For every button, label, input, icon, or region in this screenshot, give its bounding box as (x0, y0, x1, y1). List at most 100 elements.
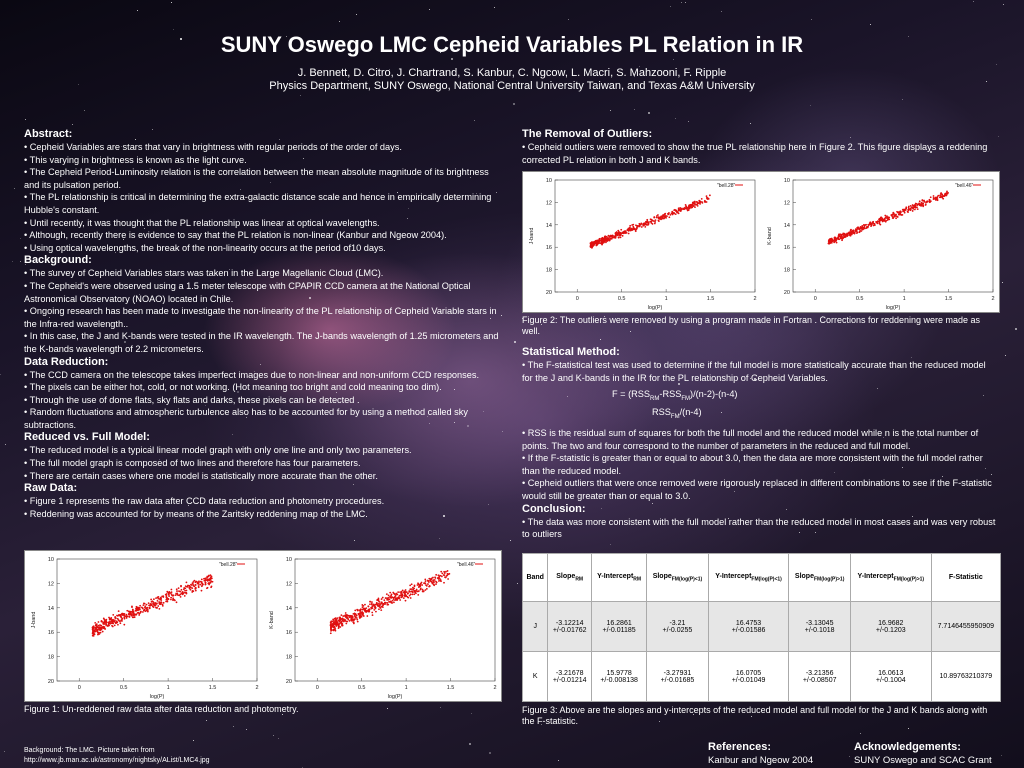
y-tick-label: 20 (286, 679, 292, 685)
data-point (654, 219, 657, 222)
data-point (605, 241, 607, 244)
data-point (194, 589, 197, 592)
data-point (401, 594, 404, 597)
data-point (198, 580, 200, 583)
data-point (706, 197, 709, 199)
data-point (330, 623, 333, 626)
figure1-caption: Figure 1: Un-reddened raw data after dat… (24, 704, 299, 714)
data-point (133, 616, 136, 618)
data-point (924, 203, 927, 206)
figure2-panel: 0 0.5 1 1.5 2 10 12 14 16 18 20 log(P) J-band "bell.2… (522, 171, 1000, 313)
data-point (424, 582, 427, 585)
data-point (129, 610, 132, 613)
data-point (835, 241, 838, 244)
abstract-bullet: • Using optical wavelengths, the break o… (24, 242, 386, 253)
data-point (692, 205, 695, 207)
data-point (338, 618, 341, 621)
data-point (359, 611, 362, 613)
data-point (837, 237, 839, 239)
data-point (393, 596, 396, 599)
data-point (98, 627, 101, 629)
data-point (646, 220, 649, 222)
data-point (687, 207, 690, 210)
data-point (410, 590, 412, 593)
data-point (860, 227, 863, 230)
data-point (131, 616, 134, 619)
y-tick-label: 16 (286, 630, 292, 636)
data-point (614, 231, 617, 234)
data-point (442, 574, 445, 576)
data-point (127, 610, 130, 613)
data-point (103, 627, 106, 630)
data-point (138, 608, 141, 611)
data-point (419, 588, 422, 591)
data-point (374, 607, 377, 610)
reduction-bullet: • Random fluctuations and atmospheric tu… (24, 407, 468, 430)
background-bullet: • The survey of Cepheid Variables stars … (24, 268, 384, 279)
x-tick-label: 1.5 (945, 296, 953, 302)
data-point (175, 601, 178, 604)
data-point (447, 578, 450, 580)
data-point (341, 618, 344, 621)
data-point (617, 236, 620, 239)
data-point (181, 590, 184, 593)
data-point (384, 603, 386, 606)
data-point (162, 601, 165, 604)
table-header: Y-InterceptFM(log(P)>1) (849, 553, 932, 602)
abstract-bullet: • This varying in brightness is known as… (24, 154, 247, 165)
x-tick-label: 1 (665, 296, 668, 302)
data-point (348, 619, 351, 622)
data-point (671, 213, 674, 216)
data-point (698, 202, 701, 204)
table-row: J -3.12214 +/-0.01762 16.2861 +/-0.01185 -3… (521, 601, 1002, 652)
data-point (91, 626, 94, 629)
data-point (652, 220, 655, 222)
data-point (208, 579, 211, 581)
data-point (179, 593, 182, 596)
y-tick-label: 10 (784, 178, 790, 184)
data-point (116, 621, 119, 624)
data-point (170, 591, 173, 594)
data-point (199, 580, 202, 583)
data-point (91, 628, 94, 631)
series-tag: "bell.46" (955, 183, 974, 189)
data-point (417, 593, 420, 596)
data-point (438, 577, 441, 580)
data-point (621, 234, 624, 237)
data-point (188, 587, 191, 590)
table-header: SlopeRM (547, 553, 592, 602)
acknowledgements-text: SUNY Oswego and SCAC Grant (854, 755, 992, 766)
data-point (687, 209, 690, 212)
data-point (334, 617, 337, 620)
data-point (206, 576, 209, 579)
data-point (680, 208, 683, 210)
data-point (103, 623, 106, 625)
data-point (181, 593, 184, 596)
data-point (191, 587, 194, 590)
series-tag: "bell.46" (457, 562, 476, 568)
data-point (880, 216, 883, 219)
data-point (160, 601, 163, 604)
data-point (200, 585, 203, 588)
data-point (891, 213, 894, 216)
data-point (704, 200, 707, 203)
data-point (98, 633, 101, 635)
data-point (338, 616, 341, 619)
left-column: Abstract: • Cepheid Variables are stars … (24, 128, 502, 520)
table-header: Y-InterceptFM(log(P)<1) (707, 553, 790, 602)
data-point (892, 211, 895, 214)
data-point (367, 605, 370, 608)
data-point (149, 603, 152, 606)
data-point (172, 597, 175, 600)
data-point (934, 197, 936, 200)
data-point (112, 614, 115, 616)
data-point (123, 614, 126, 617)
table-header-row: Band SlopeRM Y-InterceptRM SlopeFM(log(P… (521, 553, 1002, 602)
data-point (644, 225, 647, 228)
data-point (400, 596, 403, 599)
data-point (936, 199, 939, 202)
data-point (649, 220, 652, 223)
data-point (123, 617, 126, 620)
data-point (886, 215, 888, 218)
data-point (923, 200, 926, 203)
